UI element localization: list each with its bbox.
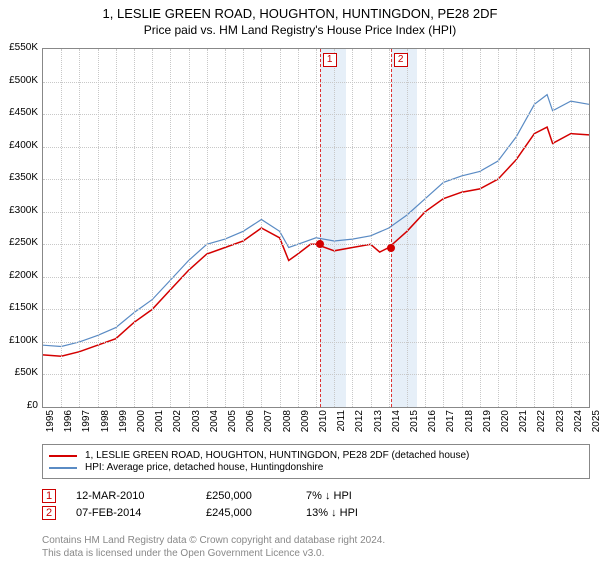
sale-index-badge: 2: [42, 506, 56, 520]
sale-flag: 2: [394, 53, 408, 67]
sale-price: £250,000: [206, 490, 306, 502]
legend-swatch: [49, 467, 77, 469]
x-axis-label: 2019: [482, 410, 493, 440]
x-axis-label: 2022: [536, 410, 547, 440]
sale-index-badge: 1: [42, 489, 56, 503]
chart-title-1: 1, LESLIE GREEN ROAD, HOUGHTON, HUNTINGD…: [0, 6, 600, 21]
x-axis-label: 2007: [263, 410, 274, 440]
footnote: Contains HM Land Registry data © Crown c…: [42, 534, 590, 560]
x-axis-label: 2025: [591, 410, 600, 440]
x-axis-label: 1996: [63, 410, 74, 440]
x-axis-label: 2018: [464, 410, 475, 440]
x-axis-label: 1997: [81, 410, 92, 440]
legend: 1, LESLIE GREEN ROAD, HOUGHTON, HUNTINGD…: [42, 444, 590, 479]
x-axis-label: 2012: [354, 410, 365, 440]
x-axis-label: 2006: [245, 410, 256, 440]
x-axis-label: 2002: [172, 410, 183, 440]
x-axis-label: 2024: [573, 410, 584, 440]
y-axis-label: £250K: [0, 237, 38, 248]
x-axis-label: 2014: [391, 410, 402, 440]
chart-area: 12: [42, 48, 590, 408]
x-axis-label: 2011: [336, 410, 347, 440]
x-axis-label: 1995: [45, 410, 56, 440]
x-axis-label: 2023: [555, 410, 566, 440]
x-axis-label: 2010: [318, 410, 329, 440]
y-axis-label: £450K: [0, 107, 38, 118]
legend-item: 1, LESLIE GREEN ROAD, HOUGHTON, HUNTINGD…: [49, 450, 583, 461]
x-axis-label: 2001: [154, 410, 165, 440]
x-axis-label: 2015: [409, 410, 420, 440]
legend-label: 1, LESLIE GREEN ROAD, HOUGHTON, HUNTINGD…: [85, 450, 469, 461]
sale-row: 1 12-MAR-2010 £250,000 7% ↓ HPI: [42, 489, 590, 503]
x-axis-label: 1999: [118, 410, 129, 440]
x-axis-label: 2005: [227, 410, 238, 440]
y-axis-label: £150K: [0, 302, 38, 313]
sale-marker: [387, 244, 395, 252]
x-axis-label: 2017: [445, 410, 456, 440]
legend-item: HPI: Average price, detached house, Hunt…: [49, 462, 583, 473]
x-axis-label: 2004: [209, 410, 220, 440]
footnote-line: Contains HM Land Registry data © Crown c…: [42, 534, 590, 547]
y-axis-label: £100K: [0, 335, 38, 346]
legend-swatch: [49, 455, 77, 457]
footnote-line: This data is licensed under the Open Gov…: [42, 547, 590, 560]
sale-relative-hpi: 13% ↓ HPI: [306, 507, 396, 519]
x-axis-label: 2020: [500, 410, 511, 440]
chart-title-2: Price paid vs. HM Land Registry's House …: [0, 23, 600, 37]
sales-table: 1 12-MAR-2010 £250,000 7% ↓ HPI 2 07-FEB…: [42, 486, 590, 523]
x-axis-label: 2009: [300, 410, 311, 440]
x-axis-label: 2016: [427, 410, 438, 440]
sale-price: £245,000: [206, 507, 306, 519]
x-axis-label: 2003: [191, 410, 202, 440]
sale-date: 07-FEB-2014: [76, 507, 206, 519]
sale-marker: [316, 240, 324, 248]
x-axis-label: 2013: [373, 410, 384, 440]
y-axis-label: £400K: [0, 140, 38, 151]
y-axis-label: £200K: [0, 270, 38, 281]
x-axis-label: 2021: [518, 410, 529, 440]
y-axis-label: £0: [0, 400, 38, 411]
x-axis-label: 2008: [282, 410, 293, 440]
x-axis-label: 2000: [136, 410, 147, 440]
sale-date: 12-MAR-2010: [76, 490, 206, 502]
y-axis-label: £300K: [0, 205, 38, 216]
x-axis-label: 1998: [100, 410, 111, 440]
y-axis-label: £550K: [0, 42, 38, 53]
sale-row: 2 07-FEB-2014 £245,000 13% ↓ HPI: [42, 506, 590, 520]
sale-relative-hpi: 7% ↓ HPI: [306, 490, 396, 502]
y-axis-label: £50K: [0, 367, 38, 378]
y-axis-label: £500K: [0, 75, 38, 86]
legend-label: HPI: Average price, detached house, Hunt…: [85, 462, 323, 473]
y-axis-label: £350K: [0, 172, 38, 183]
sale-flag: 1: [323, 53, 337, 67]
